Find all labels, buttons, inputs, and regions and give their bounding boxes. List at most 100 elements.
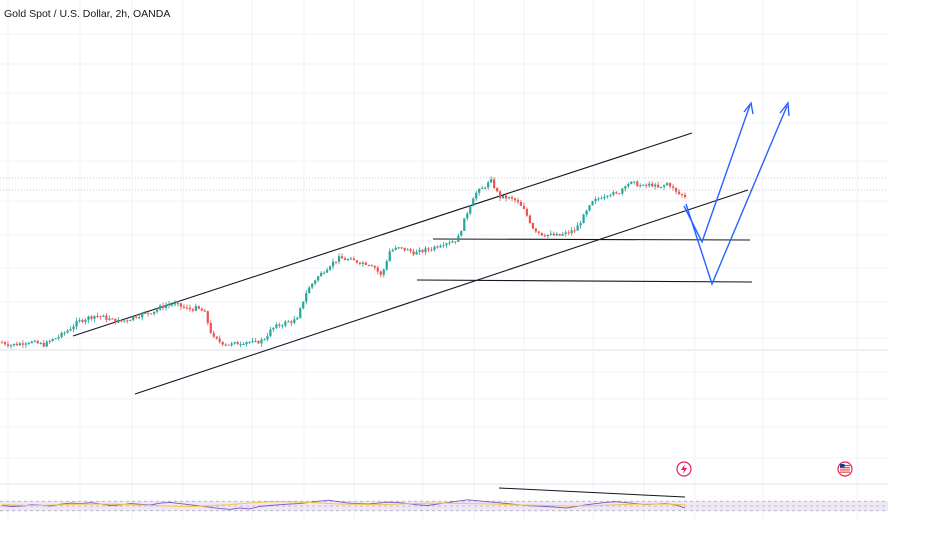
candle-body	[158, 305, 162, 310]
candle-body	[376, 267, 379, 272]
lightning-icon-bolt	[681, 464, 687, 474]
candle-body	[331, 261, 335, 267]
candle-body	[543, 235, 546, 237]
candle-body	[105, 315, 108, 320]
candle-body	[191, 309, 194, 311]
candle-body	[78, 319, 81, 321]
candle-body	[42, 342, 45, 347]
candle-body	[111, 318, 114, 320]
candle-body	[412, 251, 415, 255]
candle-body	[132, 316, 135, 320]
rsi-ma-line	[1, 501, 686, 507]
candle-body	[594, 199, 597, 202]
candle-body	[161, 305, 165, 308]
candle-body	[648, 183, 651, 186]
candle-body	[278, 324, 281, 326]
candle-body	[340, 256, 344, 259]
event-icons[interactable]	[676, 461, 853, 477]
candle-body	[373, 266, 376, 268]
candle-body	[660, 186, 663, 188]
candle-body	[290, 321, 293, 323]
candle-body	[108, 318, 111, 320]
candle-body	[531, 223, 534, 229]
candle-body	[391, 249, 394, 252]
candle-body	[200, 308, 203, 311]
candle-body	[93, 315, 96, 319]
candle-body	[96, 315, 99, 317]
candle-body	[582, 214, 585, 224]
candle-body	[642, 184, 645, 186]
candle-body	[513, 198, 517, 201]
candle-body	[591, 201, 594, 206]
candle-body	[522, 205, 526, 209]
drawings[interactable]	[72, 101, 790, 395]
candle-body	[528, 215, 532, 224]
candle-body	[3, 342, 7, 345]
candle-body	[403, 247, 406, 251]
candle-body	[60, 332, 63, 337]
candle-body	[242, 343, 245, 345]
candle-body	[490, 179, 493, 183]
candle-body	[436, 246, 439, 248]
candle-body	[612, 192, 615, 195]
candle-body	[257, 340, 260, 344]
candle-body	[126, 320, 129, 322]
candle-body	[657, 184, 660, 188]
candle-body	[361, 262, 364, 264]
candle-body	[588, 205, 591, 211]
candle-body	[30, 341, 33, 344]
candle-body	[406, 249, 409, 251]
candle-body	[27, 343, 30, 345]
candle-body	[573, 230, 576, 232]
candle-body	[203, 310, 206, 312]
flag-stripe	[840, 467, 850, 469]
candle-body	[84, 319, 87, 322]
candle-body	[155, 309, 159, 312]
candle-body	[269, 329, 272, 337]
candle-body	[239, 344, 242, 346]
candle-body	[349, 258, 353, 260]
candle-body	[188, 307, 191, 310]
candle-body	[671, 186, 675, 188]
projection-arrowhead-2	[779, 101, 790, 117]
candle-body	[433, 246, 436, 250]
candle-body	[501, 195, 505, 199]
candle-body	[603, 196, 606, 199]
candle-body	[460, 230, 463, 236]
candle-body	[567, 232, 570, 234]
candle-body	[537, 231, 540, 233]
candle-body	[463, 218, 466, 231]
candle-body	[325, 269, 329, 273]
candle-body	[343, 258, 347, 261]
candle-body	[218, 338, 221, 342]
candle-body	[552, 233, 555, 236]
candle-body	[663, 185, 666, 187]
candle-body	[525, 208, 529, 216]
candle-body	[69, 329, 72, 331]
us-flag-event-icon[interactable]	[837, 461, 853, 477]
candle-body	[227, 344, 230, 346]
candle-body	[624, 186, 627, 189]
candle-body	[144, 312, 147, 314]
candle-body	[597, 198, 600, 200]
candle-body	[24, 343, 27, 345]
candle-body	[352, 258, 356, 261]
lightning-event-icon[interactable]	[676, 461, 692, 477]
candle-body	[233, 342, 236, 344]
candle-body	[18, 343, 21, 346]
candle-body	[651, 183, 654, 187]
candle-body	[114, 318, 117, 323]
candle-body	[454, 241, 457, 243]
candle-body	[498, 191, 502, 199]
candle-body	[176, 303, 180, 305]
candle-body	[364, 262, 367, 265]
candle-body	[487, 182, 490, 188]
candle-body	[472, 198, 475, 207]
candle-body	[328, 266, 332, 270]
candle-body	[248, 342, 251, 344]
candle-body	[209, 322, 212, 333]
candle-body	[302, 301, 305, 309]
candle-body	[427, 248, 430, 250]
